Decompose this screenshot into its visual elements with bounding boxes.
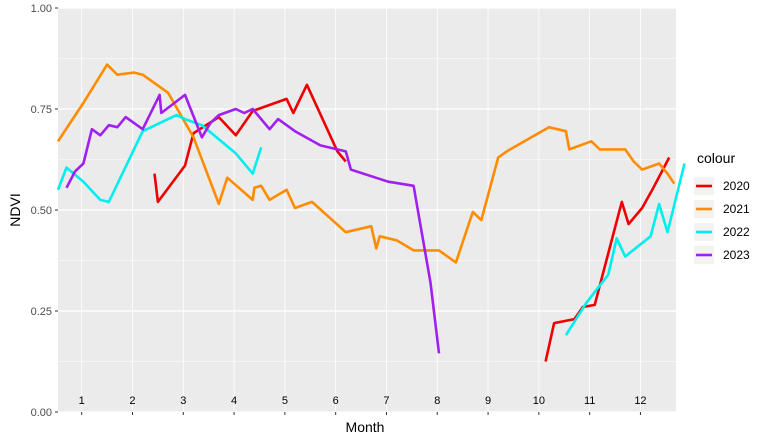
legend-title: colour: [697, 150, 735, 166]
series-line-2021: [56, 63, 676, 264]
month-labels: 1 2 3 4 5 6 7 8 9 10 11 12: [79, 395, 647, 407]
month-label: 10: [533, 395, 545, 407]
legend-label-2023: 2023: [723, 248, 750, 262]
y-tick-label: 0.00: [31, 407, 52, 419]
month-label: 3: [180, 395, 186, 407]
month-label: 6: [333, 395, 339, 407]
y-axis-title: NDVI: [7, 193, 23, 226]
month-label: 9: [485, 395, 491, 407]
series-line-2020: [544, 156, 671, 362]
month-label: 12: [634, 395, 646, 407]
x-axis-title: Month: [346, 419, 385, 435]
legend-label-2022: 2022: [723, 225, 750, 239]
series-line-2022: [56, 113, 263, 204]
month-label: 11: [584, 395, 595, 407]
axes: 0.00 0.25 0.50 0.75 1.00: [31, 3, 641, 419]
legend-label-2020: 2020: [723, 179, 750, 193]
month-label: 4: [231, 395, 237, 407]
y-tick-label: 1.00: [31, 3, 52, 15]
series-lines: [56, 63, 686, 362]
series-line-2020: [153, 83, 347, 204]
month-label: 8: [434, 395, 440, 407]
legend-label-2021: 2021: [723, 202, 750, 216]
month-label: 7: [383, 395, 389, 407]
month-label: 2: [129, 395, 135, 407]
series-line-2023: [65, 93, 441, 354]
y-tick-label: 0.75: [31, 104, 52, 116]
month-label: 5: [282, 395, 288, 407]
legend: colour 2020 2021 2022 2023: [694, 150, 750, 264]
series-line-2022: [564, 163, 686, 336]
y-tick-label: 0.50: [31, 205, 52, 217]
month-label: 1: [79, 395, 85, 407]
y-tick-label: 0.25: [31, 306, 52, 318]
